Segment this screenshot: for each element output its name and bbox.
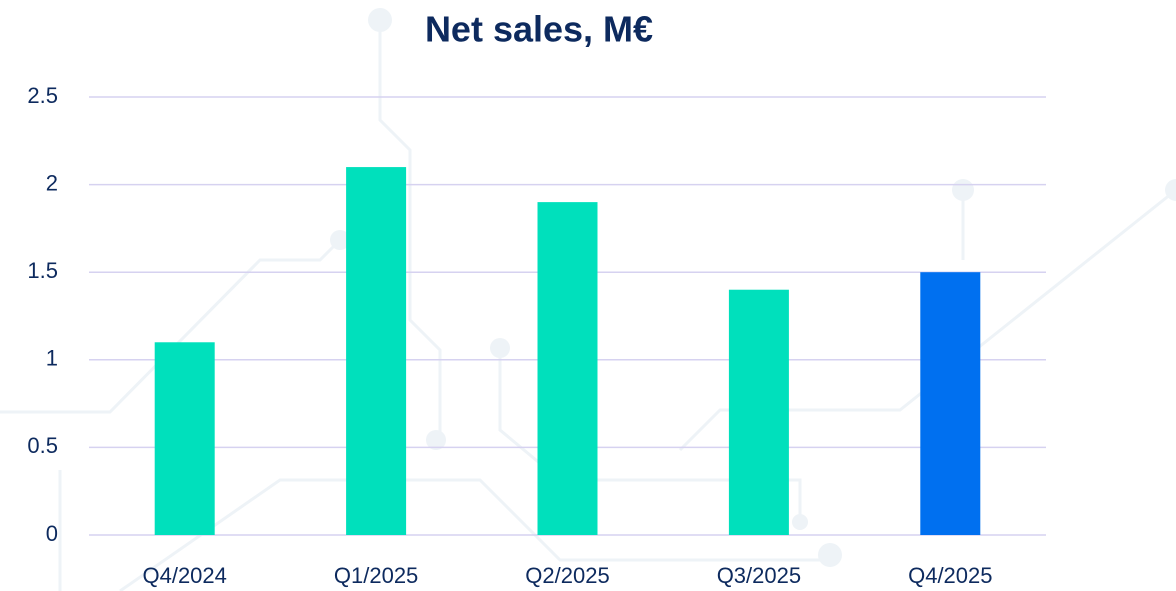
bar <box>728 289 789 535</box>
bar <box>537 202 598 535</box>
x-tick-label: Q4/2025 <box>908 563 992 588</box>
bar <box>346 167 407 535</box>
bar <box>154 342 215 535</box>
x-tick-label: Q3/2025 <box>717 563 801 588</box>
circuit-node <box>330 230 350 250</box>
circuit-node <box>368 8 392 32</box>
x-tick-label: Q2/2025 <box>525 563 609 588</box>
x-tick-label: Q1/2025 <box>334 563 418 588</box>
circuit-line <box>0 238 342 414</box>
y-tick-label: 0.5 <box>27 433 58 458</box>
x-tick-label: Q4/2024 <box>142 563 226 588</box>
y-tick-label: 0 <box>46 521 58 546</box>
circuit-node <box>1165 179 1176 201</box>
chart-title: Net sales, M€ <box>425 9 653 50</box>
circuit-line <box>119 478 830 591</box>
y-tick-label: 1.5 <box>27 258 58 283</box>
circuit-node <box>792 514 808 530</box>
circuit-line <box>678 188 1176 452</box>
y-tick-label: 2.5 <box>27 83 58 108</box>
bar <box>920 272 981 535</box>
background-decoration <box>0 8 1176 591</box>
circuit-node <box>490 338 510 358</box>
circuit-node <box>818 543 842 567</box>
y-tick-label: 1 <box>46 346 58 371</box>
circuit-node <box>426 430 446 450</box>
circuit-node <box>952 179 974 201</box>
y-tick-label: 2 <box>46 170 58 195</box>
circuit-line <box>378 20 442 440</box>
